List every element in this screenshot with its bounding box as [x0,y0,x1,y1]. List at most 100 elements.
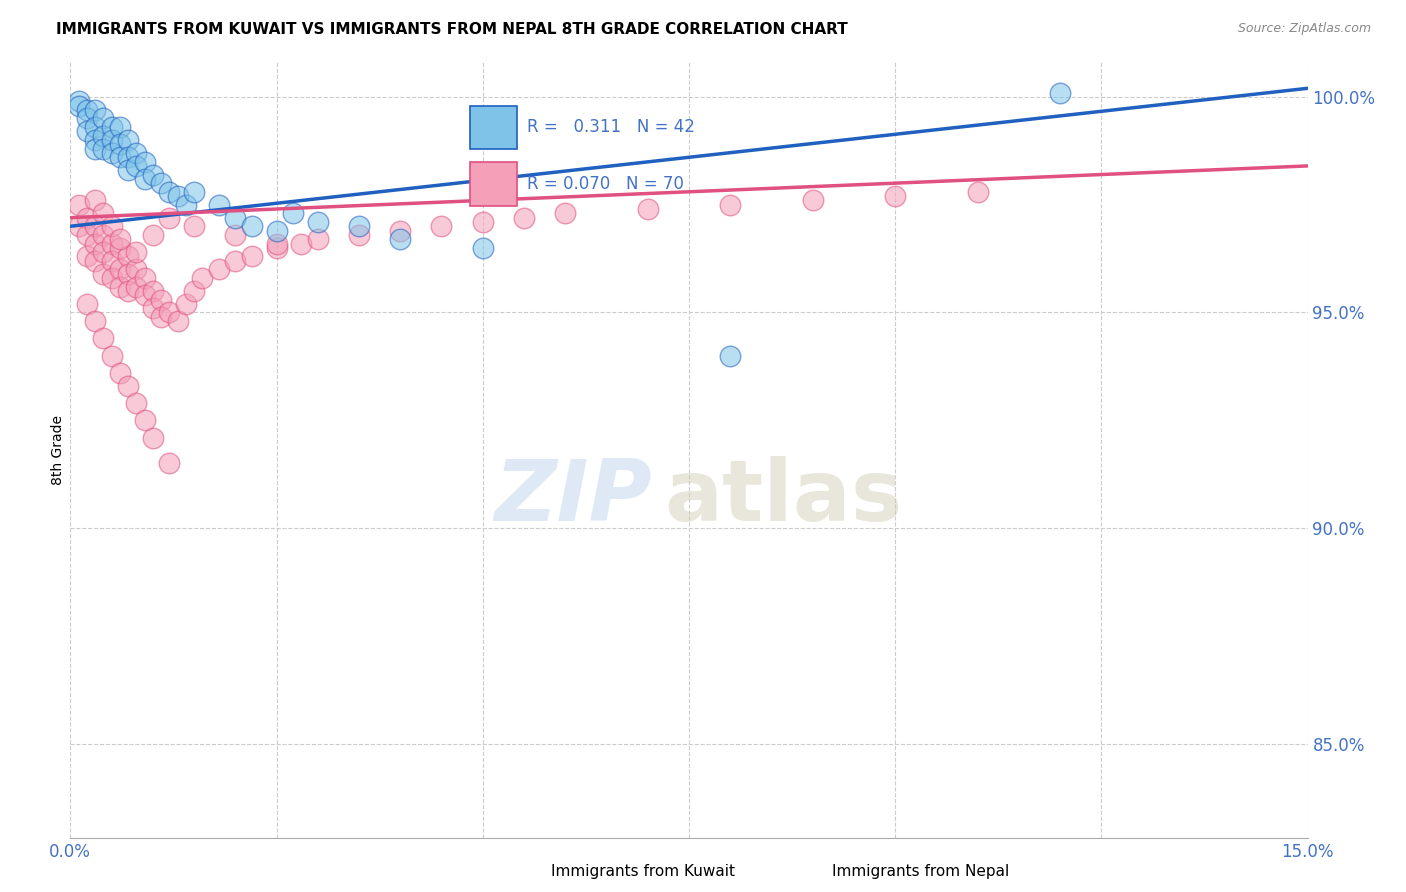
Point [125,279,148,293]
Point [76,124,98,138]
Point [134,271,156,285]
Point [389,232,412,246]
Point [224,227,246,242]
Point [76,211,98,225]
Point [134,288,156,302]
Point [76,103,98,117]
Point [347,219,370,234]
Point [307,232,329,246]
Point [108,279,131,293]
Point [471,241,494,255]
Point [125,396,148,410]
Point [117,378,139,392]
Point [84,142,107,156]
Point [108,120,131,134]
Point [157,456,180,470]
Point [718,349,741,363]
Text: Immigrants from Kuwait: Immigrants from Kuwait [551,864,735,879]
Point [347,227,370,242]
Point [208,197,231,211]
Point [240,249,263,263]
Point [108,262,131,277]
Point [183,185,205,199]
Point [134,154,156,169]
Point [134,413,156,427]
Point [76,249,98,263]
Point [108,232,131,246]
Point [125,159,148,173]
Text: ZIP: ZIP [494,456,652,539]
Point [91,206,114,220]
Point [84,236,107,251]
Point [174,197,197,211]
Point [166,189,188,203]
Point [100,133,122,147]
Point [76,112,98,126]
Point [208,262,231,277]
Point [100,271,122,285]
Point [100,219,122,234]
Point [84,194,107,208]
Point [108,150,131,164]
Point [67,94,90,108]
Point [1049,86,1071,100]
Point [84,219,107,234]
Point [100,120,122,134]
Point [150,293,173,307]
Point [471,215,494,229]
Point [125,262,148,277]
Point [91,142,114,156]
Point [142,227,165,242]
Point [117,267,139,281]
Point [117,150,139,164]
Point [637,202,659,216]
Point [430,219,453,234]
Point [142,301,165,315]
Point [174,297,197,311]
Point [142,168,165,182]
Point [718,197,741,211]
Point [84,103,107,117]
Point [67,197,90,211]
Point [67,98,90,112]
Point [513,211,536,225]
Point [266,236,288,251]
Point [224,211,246,225]
Point [389,223,412,237]
Point [67,219,90,234]
Point [134,171,156,186]
Text: IMMIGRANTS FROM KUWAIT VS IMMIGRANTS FROM NEPAL 8TH GRADE CORRELATION CHART: IMMIGRANTS FROM KUWAIT VS IMMIGRANTS FRO… [56,22,848,37]
Point [157,305,180,319]
Point [117,284,139,298]
Point [166,314,188,328]
Point [884,189,907,203]
Point [266,241,288,255]
Point [240,219,263,234]
Point [91,267,114,281]
Point [91,227,114,242]
Point [125,145,148,160]
Y-axis label: 8th Grade: 8th Grade [51,416,65,485]
Point [76,227,98,242]
Text: Immigrants from Nepal: Immigrants from Nepal [832,864,1010,879]
Text: atlas: atlas [664,456,903,539]
Point [150,176,173,190]
Point [108,366,131,380]
Point [84,120,107,134]
Point [183,284,205,298]
Point [108,137,131,152]
Point [117,133,139,147]
Point [100,236,122,251]
Point [150,310,173,324]
Point [142,284,165,298]
Point [91,245,114,260]
Point [966,185,988,199]
Point [266,223,288,237]
Point [281,206,304,220]
Point [224,253,246,268]
Point [100,349,122,363]
Point [191,271,214,285]
Point [801,194,824,208]
Point [125,245,148,260]
Point [142,430,165,444]
